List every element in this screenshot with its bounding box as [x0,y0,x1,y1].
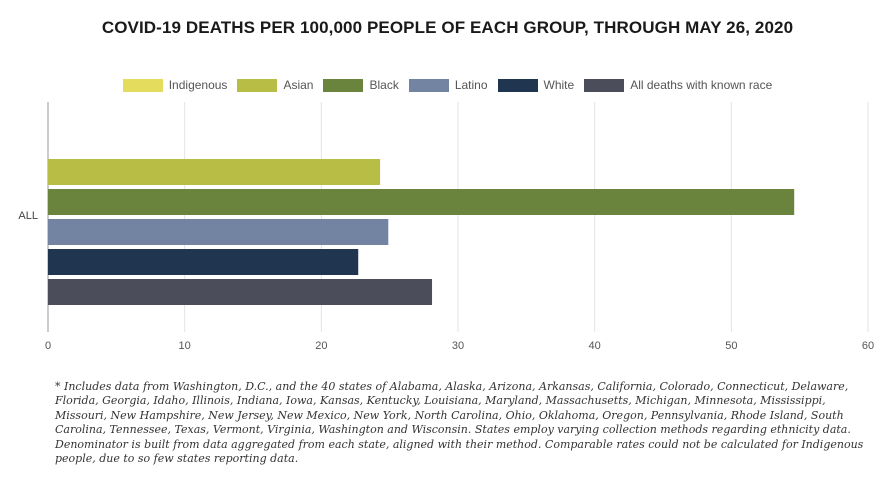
legend: Indigenous Asian Black Latino White All death… [0,78,895,92]
legend-swatch [323,78,364,92]
legend-item[interactable]: White [497,78,575,92]
bar [48,189,795,215]
legend-item[interactable]: Asian [237,78,313,92]
x-tick-label: 30 [452,340,464,352]
bar [48,159,381,185]
chart-title: COVID-19 DEATHS PER 100,000 PEOPLE OF EA… [101,18,794,37]
x-tick-label: 20 [315,340,327,352]
bar [48,219,389,245]
x-tick-label: 10 [179,340,191,352]
legend-swatch [408,78,449,92]
legend-swatch [122,78,163,92]
bar [48,279,433,305]
legend-swatch [584,78,625,92]
legend-label: All deaths with known race [630,78,773,92]
x-tick-label: 50 [725,340,737,352]
legend-label: Latino [454,78,488,92]
legend-item[interactable]: All deaths with known race [584,78,772,92]
bar [48,249,359,275]
category-label: ALL [18,210,38,222]
legend-label: Indigenous [168,78,228,92]
legend-swatch [497,78,538,92]
footnote: * Includes data from Washington, D.C., a… [55,380,864,466]
x-tick-label: 60 [862,340,874,352]
legend-item[interactable]: Indigenous [122,78,228,92]
bar-chart: 0 10 20 30 40 50 60 ALL [18,102,874,352]
legend-item[interactable]: Black [323,78,399,92]
legend-label: Asian [283,78,314,92]
legend-label: Black [369,78,399,92]
legend-label: White [543,78,575,92]
x-tick-label: 40 [589,340,601,352]
legend-item[interactable]: Latino [408,78,488,92]
x-tick-label: 0 [45,340,51,352]
legend-swatch [237,78,278,92]
